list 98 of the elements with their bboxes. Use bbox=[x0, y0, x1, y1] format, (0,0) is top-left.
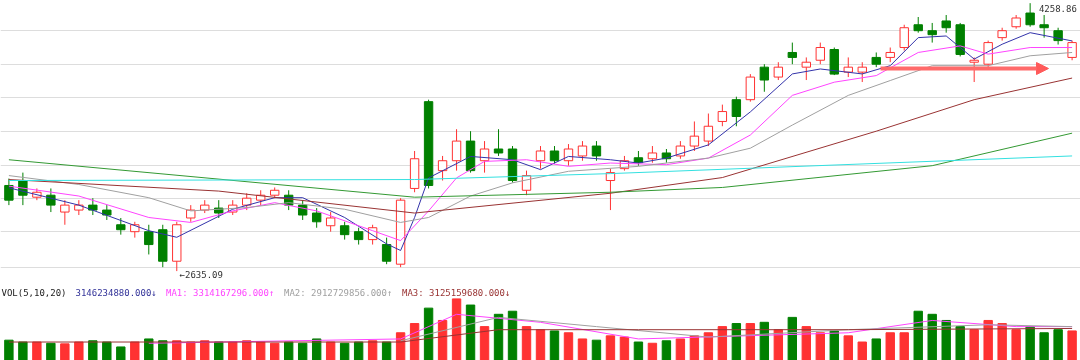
bar bbox=[18, 341, 28, 360]
candlestick bbox=[311, 207, 322, 229]
bar bbox=[1025, 326, 1035, 360]
candlestick bbox=[717, 104, 728, 127]
bar bbox=[521, 326, 532, 360]
annotation: 4258.86 bbox=[1038, 4, 1077, 15]
chart-title: VOL(5,10,20) bbox=[1, 287, 67, 298]
candlestick bbox=[815, 42, 825, 65]
bar bbox=[297, 342, 308, 360]
candlestick bbox=[535, 145, 546, 170]
bar bbox=[773, 329, 784, 360]
bar bbox=[102, 341, 112, 360]
bar bbox=[74, 341, 84, 360]
bar bbox=[4, 339, 14, 360]
bar bbox=[703, 332, 714, 360]
candlestick bbox=[759, 63, 770, 93]
text: MA2: 2912729856.000↑ bbox=[284, 287, 393, 298]
bar bbox=[270, 342, 280, 360]
candlestick bbox=[689, 120, 700, 152]
candlestick bbox=[577, 140, 588, 162]
bar bbox=[256, 341, 266, 360]
bar bbox=[60, 343, 70, 360]
candlestick bbox=[1025, 2, 1035, 28]
bar bbox=[1039, 332, 1049, 360]
bar bbox=[32, 341, 42, 360]
bar bbox=[46, 342, 56, 360]
bar bbox=[997, 323, 1007, 360]
bar bbox=[759, 321, 770, 360]
text: MA3: 3125159680.000↓ bbox=[402, 287, 511, 298]
bar bbox=[619, 336, 630, 360]
bar bbox=[633, 341, 644, 360]
candlestick bbox=[703, 113, 714, 147]
bar bbox=[130, 341, 140, 360]
bar bbox=[857, 341, 867, 360]
candlestick bbox=[493, 128, 504, 157]
bar bbox=[116, 346, 126, 360]
candlestick bbox=[801, 56, 811, 81]
bar bbox=[787, 316, 798, 360]
bar bbox=[214, 341, 224, 360]
bar bbox=[228, 341, 238, 360]
candlestick bbox=[144, 224, 154, 255]
bar bbox=[242, 340, 252, 360]
annotation: ←2635.09 bbox=[179, 270, 223, 281]
bar bbox=[1011, 329, 1021, 360]
candlestick bbox=[381, 237, 392, 265]
candlestick bbox=[451, 128, 462, 172]
candlestick bbox=[563, 143, 574, 167]
bar bbox=[899, 332, 909, 360]
bar bbox=[535, 329, 546, 360]
bar bbox=[843, 335, 853, 360]
bar bbox=[172, 340, 182, 360]
bar bbox=[745, 323, 756, 360]
candlestick bbox=[325, 211, 336, 233]
candlestick bbox=[787, 42, 798, 65]
bar bbox=[647, 342, 658, 360]
bar bbox=[955, 326, 965, 360]
candlestick bbox=[4, 178, 14, 206]
text: MA1: 3314167296.000↑ bbox=[166, 287, 275, 298]
candlestick bbox=[479, 140, 490, 174]
bar bbox=[549, 330, 560, 360]
candlestick bbox=[969, 56, 979, 83]
candlestick bbox=[857, 61, 867, 83]
bar bbox=[941, 319, 951, 360]
candlestick bbox=[1039, 14, 1049, 39]
bar bbox=[913, 310, 923, 360]
bar bbox=[815, 332, 825, 360]
bar bbox=[1053, 329, 1063, 360]
bar bbox=[717, 326, 728, 360]
bar bbox=[451, 298, 462, 360]
bar bbox=[605, 335, 616, 360]
bar bbox=[563, 332, 574, 360]
bar bbox=[465, 304, 476, 360]
candlestick bbox=[899, 24, 909, 51]
candlestick bbox=[437, 155, 448, 182]
bar bbox=[479, 326, 490, 360]
candlestick bbox=[591, 140, 602, 162]
candlestick bbox=[60, 199, 70, 226]
bar bbox=[983, 319, 993, 360]
candlestick bbox=[745, 73, 756, 103]
bar bbox=[927, 313, 937, 360]
bar bbox=[829, 330, 839, 360]
bar bbox=[339, 342, 350, 360]
bar bbox=[325, 341, 336, 360]
bar bbox=[969, 329, 979, 360]
bar bbox=[186, 341, 196, 360]
candlestick bbox=[731, 96, 742, 127]
bar bbox=[871, 338, 881, 360]
bar bbox=[591, 339, 602, 360]
bar bbox=[661, 340, 672, 360]
bar bbox=[577, 338, 588, 360]
bar bbox=[88, 340, 98, 360]
chart-subtitle: 3146234880.000↓ bbox=[75, 287, 157, 298]
bar bbox=[283, 341, 294, 360]
bar bbox=[885, 332, 895, 360]
candlestick bbox=[927, 22, 937, 44]
bar bbox=[1067, 330, 1077, 360]
candlestick bbox=[1067, 40, 1077, 61]
bar bbox=[675, 338, 686, 360]
